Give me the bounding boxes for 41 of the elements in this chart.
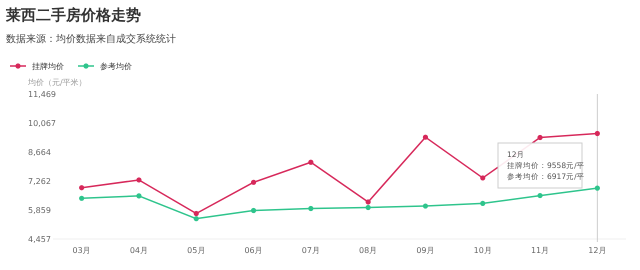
point [79, 185, 84, 190]
point [308, 206, 314, 212]
point [366, 204, 371, 210]
y-tick-label: 10,067 [28, 118, 56, 128]
y-tick-label: 11,469 [28, 90, 56, 99]
point [480, 200, 486, 206]
x-tick-label: 03月 [72, 246, 91, 255]
y-tick-label: 8,664 [28, 148, 51, 158]
x-tick-label: 11月 [530, 246, 550, 255]
point [422, 203, 428, 209]
point [537, 134, 543, 140]
legend-label: 挂牌均价 [32, 62, 64, 71]
y-axis-title: 均价（元/平米） [27, 78, 87, 87]
x-tick-label: 07月 [302, 246, 320, 255]
chart-subtitle: 数据来源：均价数据来自成交系统统计 [6, 33, 176, 45]
y-tick-label: 5,859 [28, 206, 51, 216]
point [537, 192, 543, 198]
point [250, 208, 256, 214]
x-tick-label: 04月 [130, 246, 148, 255]
point [480, 175, 486, 181]
point [194, 216, 199, 222]
x-tick-label: 05月 [187, 246, 206, 255]
y-tick-label: 7,262 [28, 176, 51, 186]
point [79, 196, 84, 201]
point [250, 180, 256, 185]
chart-title: 莱西二手房价格走势 [5, 6, 141, 24]
x-tick-label: 12月 [588, 246, 606, 255]
point [366, 199, 371, 205]
legend-label: 参考均价 [100, 62, 132, 71]
point [594, 130, 600, 136]
point [194, 210, 199, 216]
x-tick-label: 09月 [416, 246, 435, 255]
point [594, 186, 600, 191]
y-tick-label: 4,457 [28, 235, 51, 244]
x-tick-label: 06月 [244, 246, 263, 255]
x-tick-label: 08月 [359, 246, 378, 255]
point [422, 134, 428, 140]
point [308, 160, 314, 165]
point [136, 177, 142, 183]
x-tick-label: 10月 [474, 246, 492, 255]
point [136, 193, 142, 198]
